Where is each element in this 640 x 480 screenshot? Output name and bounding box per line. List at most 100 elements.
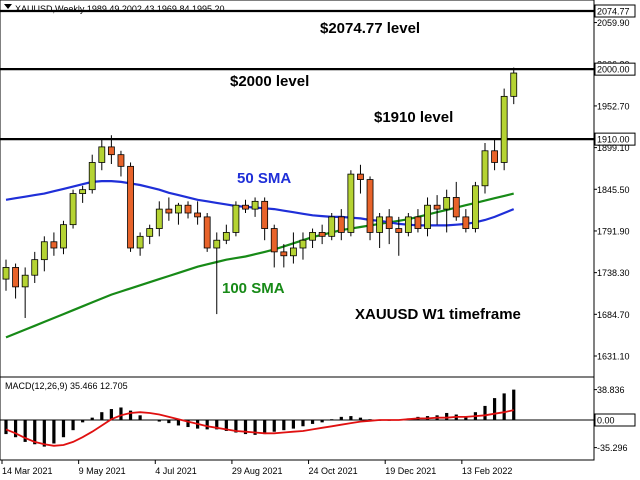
candle-body	[50, 241, 58, 249]
candle	[165, 197, 173, 221]
time-tick-label: 19 Dec 2021	[385, 466, 436, 476]
candle	[79, 185, 87, 203]
macd-histogram-bar	[492, 398, 497, 420]
price-tick-label: 1631.10	[597, 352, 630, 362]
macd-tick-label: 38.836	[597, 385, 625, 395]
price-tick-box	[594, 4, 636, 18]
candle-body	[261, 200, 269, 229]
candle	[136, 232, 144, 256]
candle-body	[21, 274, 29, 288]
candle-body	[357, 173, 364, 180]
macd-histogram-bar	[128, 410, 133, 420]
price-tick-label: 1845.50	[597, 185, 630, 195]
macd-histogram-bar	[138, 415, 142, 420]
macd-axis: 38.836 0.00 -35.296	[594, 385, 636, 453]
candle-body	[318, 232, 326, 237]
price-tick-label: 1952.70	[597, 101, 630, 111]
candle	[366, 176, 374, 241]
candle-body	[404, 216, 412, 233]
macd-histogram-bar	[186, 420, 190, 428]
candle-body	[481, 150, 489, 187]
macd-histogram-bar	[52, 420, 56, 444]
candle	[337, 209, 345, 241]
candle	[289, 232, 297, 264]
price-axis: 2074.772059.902006.302000.001952.701910.…	[594, 4, 636, 362]
candle-body	[251, 200, 259, 210]
candle	[155, 201, 163, 237]
candle	[491, 139, 498, 171]
candle-body	[472, 185, 479, 229]
macd-histogram-bar	[368, 419, 372, 420]
price-tick-label: 1684.70	[597, 310, 630, 320]
macd-histogram-bar	[282, 420, 286, 431]
main-plot-area[interactable]	[0, 0, 595, 378]
candle	[318, 224, 326, 245]
candle	[357, 164, 364, 194]
macd-histogram-bar	[205, 420, 209, 430]
candle-body	[424, 204, 431, 229]
macd-histogram-bar	[224, 420, 228, 431]
macd-histogram-bar	[263, 420, 267, 435]
candle	[184, 201, 192, 219]
candle	[395, 216, 403, 256]
candle-body	[462, 216, 470, 229]
candle	[270, 224, 278, 268]
candle	[21, 267, 29, 318]
macd-histogram-bar	[167, 420, 171, 424]
candle-body	[433, 204, 441, 210]
candle-body	[60, 224, 67, 249]
annotation-level-2000: $2000 level	[230, 73, 309, 90]
candle	[376, 212, 384, 248]
macd-histogram-bar	[483, 405, 487, 420]
macd-histogram-bar	[339, 416, 343, 420]
candle	[414, 209, 422, 233]
candle-body	[491, 150, 498, 163]
candle	[328, 212, 336, 241]
candle	[50, 232, 58, 256]
candle	[280, 244, 288, 268]
candle-body	[366, 179, 374, 233]
candle	[222, 224, 230, 245]
candle-body	[270, 228, 278, 253]
macd-histogram-bar	[157, 420, 161, 422]
macd-histogram-bar	[301, 420, 305, 427]
candle-body	[414, 216, 422, 229]
candle	[242, 199, 249, 213]
candle-body	[146, 228, 154, 237]
macd-histogram-bar	[464, 416, 468, 420]
time-tick-label: 29 Aug 2021	[232, 466, 283, 476]
macd-histogram-bar	[320, 420, 324, 423]
candle-body	[117, 154, 125, 167]
macd-signal-line	[5, 409, 514, 447]
price-tick-label: 2059.90	[597, 18, 630, 28]
candle	[31, 251, 39, 283]
candle-body	[213, 239, 221, 249]
macd-histogram-bar	[215, 420, 219, 430]
candle-body	[299, 239, 307, 249]
candle	[404, 212, 412, 237]
candle	[347, 170, 355, 237]
candle	[107, 135, 115, 165]
candle	[472, 181, 479, 233]
candle-body	[107, 146, 115, 156]
candle-body	[98, 146, 106, 163]
macd-tick-box	[594, 413, 636, 427]
macd-histogram-bar	[272, 420, 276, 432]
candle	[251, 197, 259, 217]
collapse-triangle-icon[interactable]	[4, 4, 12, 9]
candle	[424, 197, 431, 237]
annotation-level-1910: $1910 level	[374, 109, 453, 126]
candle	[462, 209, 470, 233]
macd-histogram-bar	[61, 420, 66, 438]
candle	[299, 232, 307, 260]
candle-body	[328, 216, 336, 237]
candle-body	[203, 216, 211, 249]
candle	[98, 139, 106, 171]
annotation-timeframe: XAUUSD W1 timeframe	[355, 306, 521, 323]
macd-header: MACD(12,26,9) 35.466 12.705	[5, 381, 128, 391]
candle-body	[88, 162, 96, 191]
price-tick-label: 1738.30	[597, 268, 630, 278]
macd-histogram-bar	[512, 389, 516, 420]
macd-histogram-bar	[119, 407, 123, 420]
